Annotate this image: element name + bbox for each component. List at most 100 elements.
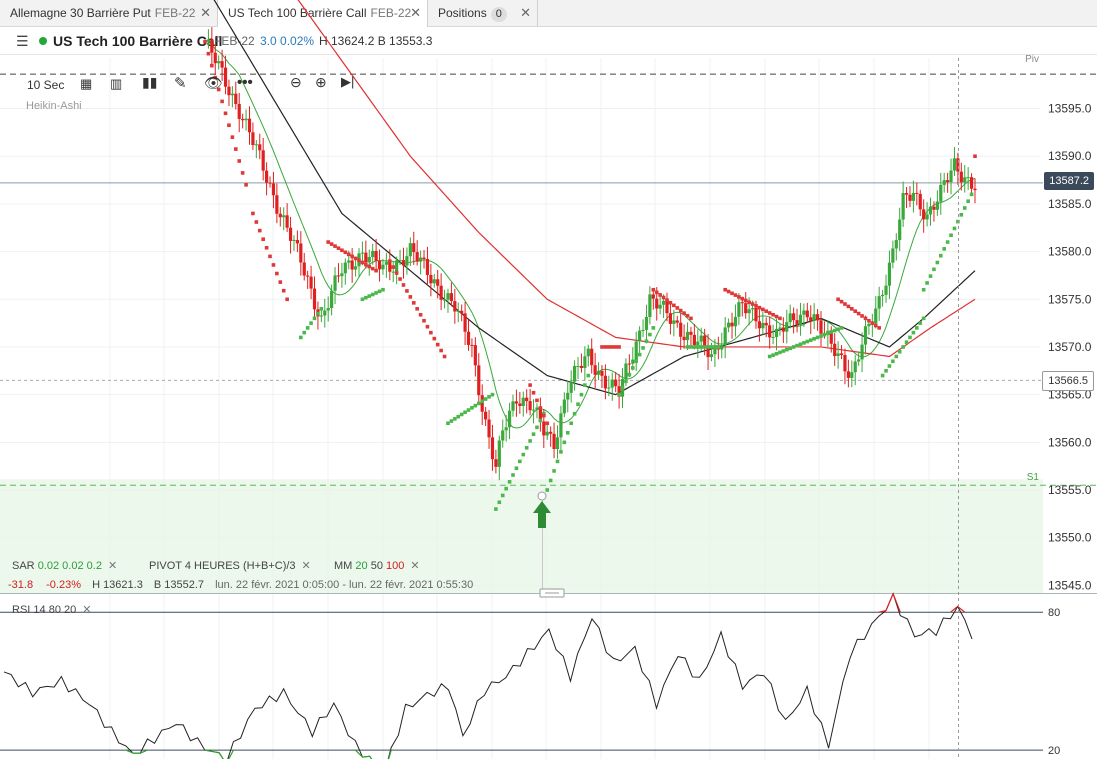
candle-body: [419, 258, 422, 262]
candle-body: [491, 437, 494, 459]
sar-dot: [758, 306, 762, 310]
candle-body: [819, 320, 822, 333]
moving-averages: [205, 0, 975, 428]
candle-body: [607, 388, 610, 389]
sar-dot: [881, 374, 885, 378]
chart-type-icon[interactable]: ▥: [110, 76, 122, 92]
grid-icon[interactable]: ▦: [80, 76, 92, 92]
candle-body: [799, 315, 802, 325]
candle-body: [580, 366, 583, 368]
sar-dot: [850, 307, 854, 311]
candle-body: [734, 317, 737, 326]
indicators-icon[interactable]: ▮▮: [142, 74, 157, 91]
sar-dot: [730, 292, 734, 296]
candle-body: [525, 398, 528, 401]
candle-body: [443, 300, 446, 301]
sar-dot: [953, 227, 957, 231]
candle-body: [922, 209, 925, 219]
candle-body: [919, 194, 922, 209]
sar-dot: [929, 274, 933, 278]
candle-body: [470, 345, 473, 346]
rsi-overbought-segment: [950, 606, 957, 612]
sar-dot: [456, 415, 460, 419]
close-icon[interactable]: ✕: [302, 560, 311, 572]
candle-body: [730, 323, 733, 327]
sar-dot: [617, 393, 621, 397]
draw-pencil-icon[interactable]: ✎: [174, 74, 187, 92]
candle-body: [679, 323, 682, 337]
candle-body: [505, 427, 508, 430]
sar-dot: [569, 421, 573, 425]
candle-body: [782, 328, 785, 332]
sar-dot: [915, 326, 919, 330]
zoom-in-icon[interactable]: ⊕: [315, 74, 327, 91]
candle-body: [689, 332, 692, 335]
sar-dot: [518, 460, 522, 464]
sar-dot: [847, 305, 851, 309]
rsi-axis-tick: 20: [1048, 745, 1060, 757]
sar-dot: [367, 294, 371, 298]
close-icon[interactable]: ✕: [82, 604, 91, 616]
rsi-oversold-segment: [212, 751, 219, 752]
sar-dot: [224, 112, 228, 116]
close-icon[interactable]: ✕: [108, 560, 117, 572]
sar-dot: [374, 269, 378, 273]
candle-body: [693, 335, 696, 345]
candle-body: [943, 180, 946, 185]
chart-type-label: Heikin-Ashi: [26, 100, 82, 112]
indicator-sar[interactable]: SAR 0.02 0.02 0.2 ✕: [12, 559, 117, 572]
candle-body: [494, 459, 497, 467]
zoom-out-icon[interactable]: ⊖: [290, 74, 302, 91]
sar-dot: [330, 242, 334, 246]
indicator-mm[interactable]: MM 20 50 100 ✕: [334, 559, 420, 572]
sar-dot: [525, 446, 529, 450]
sar-dot: [244, 183, 248, 187]
sar-dot: [922, 288, 926, 292]
candle-body: [381, 265, 384, 270]
sar-dot: [340, 248, 344, 252]
interval-selector[interactable]: 10 Sec: [27, 78, 64, 92]
candle-body: [409, 243, 412, 256]
sar-dot: [641, 346, 645, 350]
candle-body: [251, 132, 254, 145]
sar-dot: [744, 299, 748, 303]
close-icon[interactable]: ✕: [410, 560, 419, 572]
candle-body: [412, 243, 415, 252]
sar-dot: [460, 413, 464, 417]
candle-body: [590, 349, 593, 366]
candle-body: [375, 251, 378, 261]
sar-dot: [484, 397, 488, 401]
eye-icon[interactable]: 👁: [204, 74, 223, 92]
candle-body: [296, 240, 299, 244]
sar-dot: [956, 220, 960, 224]
candle-body: [700, 336, 703, 342]
candle-body: [313, 289, 316, 310]
candle-body: [306, 276, 309, 277]
sar-param: 0.02: [62, 560, 83, 572]
candle-body: [758, 321, 761, 328]
candle-body: [967, 177, 970, 178]
candle-body: [908, 195, 911, 201]
scroll-end-icon[interactable]: ▶|: [341, 74, 354, 90]
candle-body: [388, 262, 391, 272]
sar-dot: [631, 366, 635, 370]
candles: [207, 27, 977, 480]
mm-param: 20: [355, 560, 367, 572]
sar-dot: [634, 359, 638, 363]
sar-dot: [501, 494, 505, 498]
indicator-rsi[interactable]: RSI 14 80 20 ✕: [12, 603, 92, 616]
candle-body: [754, 308, 757, 321]
pivot-indicator-label: PIVOT: [149, 560, 182, 572]
more-icon[interactable]: •••: [237, 74, 253, 91]
pivot-param: (H+B+C)/3: [243, 560, 296, 572]
sar-dot: [381, 288, 385, 292]
sar-dot: [617, 345, 621, 349]
candle-body: [422, 258, 425, 259]
candle-body: [337, 275, 340, 276]
sar-dot: [624, 379, 628, 383]
candle-body: [405, 256, 408, 265]
indicator-pivot[interactable]: PIVOT 4 HEURES (H+B+C)/3 ✕: [149, 559, 311, 572]
candle-body: [655, 299, 658, 309]
price-axis-tick: 13550.0: [1048, 531, 1092, 545]
